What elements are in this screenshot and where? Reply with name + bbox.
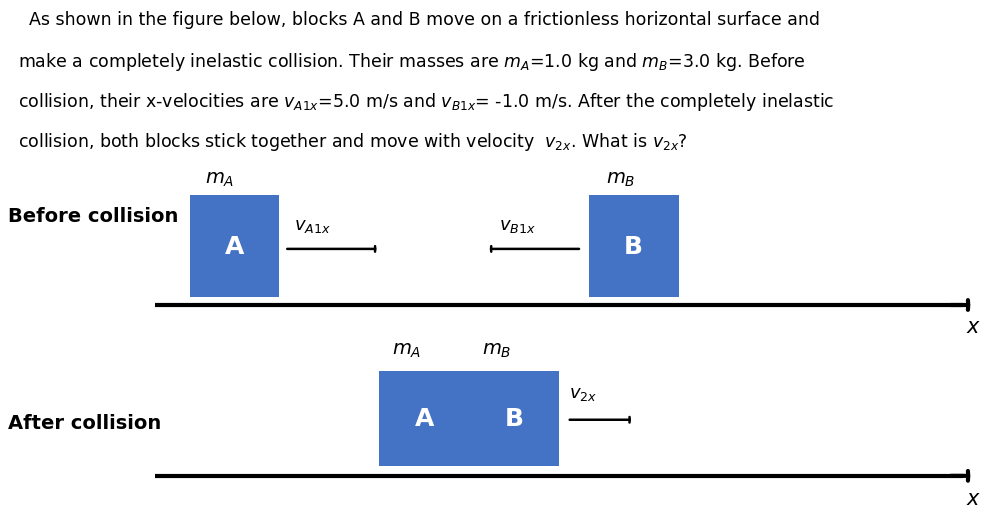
Text: $m_B$: $m_B$	[606, 169, 636, 188]
Text: $x$: $x$	[966, 317, 981, 336]
Text: $m_A$: $m_A$	[205, 169, 235, 188]
Text: B: B	[504, 407, 524, 431]
Text: collision, their x-velocities are $v_{A1x}$=5.0 m/s and $v_{B1x}$= -1.0 m/s. Aft: collision, their x-velocities are $v_{A1…	[18, 91, 834, 112]
Text: As shown in the figure below, blocks A and B move on a frictionless horizontal s: As shown in the figure below, blocks A a…	[18, 11, 820, 29]
Text: $v_{A1x}$: $v_{A1x}$	[294, 216, 331, 234]
Text: $m_A$: $m_A$	[392, 340, 422, 359]
Text: A: A	[414, 407, 434, 431]
Text: B: B	[624, 235, 644, 259]
Text: $x$: $x$	[966, 488, 981, 507]
Text: $v_{B1x}$: $v_{B1x}$	[499, 216, 536, 234]
Text: collision, both blocks stick together and move with velocity  $v_{2x}$. What is : collision, both blocks stick together an…	[18, 130, 688, 152]
Bar	[190, 196, 279, 298]
Text: make a completely inelastic collision. Their masses are $m_A$=1.0 kg and $m_B$=3: make a completely inelastic collision. T…	[18, 51, 805, 73]
Bar	[589, 196, 679, 298]
Text: $m_B$: $m_B$	[482, 340, 512, 359]
Text: A: A	[225, 235, 245, 259]
Bar	[469, 372, 559, 466]
Text: After collision: After collision	[8, 413, 162, 432]
Text: Before collision: Before collision	[8, 207, 179, 226]
Bar	[379, 372, 469, 466]
Text: $v_{2x}$: $v_{2x}$	[569, 384, 597, 402]
